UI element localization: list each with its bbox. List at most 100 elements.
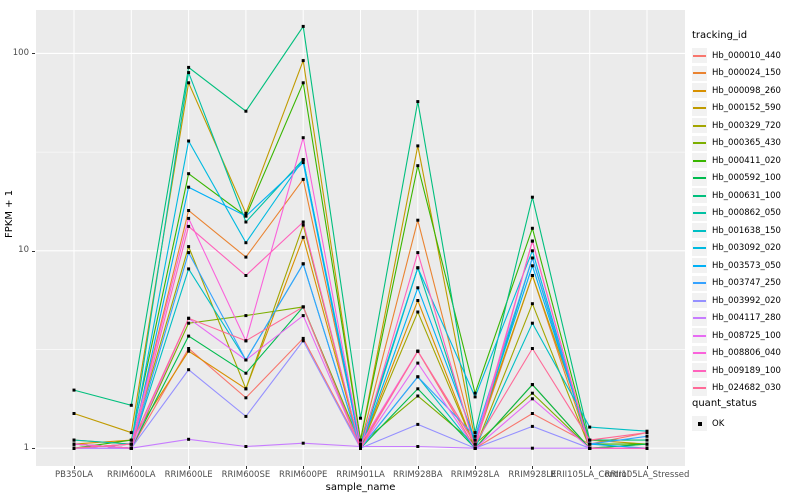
- data-point: [301, 59, 305, 63]
- data-point: [72, 388, 76, 392]
- data-point: [187, 368, 191, 372]
- data-point: [416, 445, 420, 448]
- data-point: [530, 239, 534, 243]
- data-point: [244, 274, 248, 277]
- y-tick-mark: [32, 448, 35, 450]
- legend-item: Hb_003573_050: [692, 257, 798, 275]
- data-point: [187, 251, 191, 255]
- legend-key-swatch: [692, 48, 707, 64]
- data-point: [473, 442, 477, 446]
- data-point: [187, 139, 191, 143]
- data-point: [244, 314, 248, 318]
- data-point: [416, 144, 420, 148]
- legend-item: Hb_008806_040: [692, 345, 798, 363]
- x-tick-mark: [647, 466, 648, 469]
- legend-key-swatch: [692, 135, 707, 151]
- line-swatch-icon: [693, 159, 706, 162]
- data-point: [244, 396, 248, 400]
- y-tick-mark: [32, 53, 35, 55]
- data-point: [244, 214, 248, 218]
- data-point: [187, 71, 191, 75]
- x-tick-label: RRIM928LE: [508, 470, 557, 480]
- legend-item-label: Hb_000592_100: [712, 173, 781, 184]
- legend-key-swatch: [692, 275, 707, 291]
- line-swatch-icon: [693, 194, 706, 197]
- legend-key-swatch: [692, 258, 707, 274]
- line-swatch-icon: [693, 387, 706, 390]
- x-tick-label: RRIM901LA: [336, 470, 385, 480]
- data-point: [187, 267, 191, 271]
- legend-item-ok: OK: [692, 415, 798, 433]
- data-point: [530, 391, 534, 395]
- data-point: [129, 442, 133, 446]
- line-swatch-icon: [693, 247, 706, 250]
- legend-item: Hb_004117_280: [692, 310, 798, 328]
- y-tick-label: 100: [12, 47, 29, 58]
- x-tick-mark: [417, 466, 419, 469]
- legend-item-label: Hb_001638_150: [712, 225, 781, 236]
- data-point: [244, 387, 248, 391]
- legend-item-label: Hb_000010_440: [712, 50, 781, 61]
- data-point: [187, 65, 191, 69]
- data-point: [473, 438, 477, 442]
- x-tick-mark: [74, 466, 75, 469]
- line-swatch-icon: [693, 264, 706, 267]
- data-point: [359, 446, 362, 450]
- legend-key-swatch: [692, 310, 707, 326]
- y-tick-mark: [32, 250, 35, 252]
- line-swatch-icon: [693, 177, 706, 180]
- x-tick-mark: [360, 466, 362, 469]
- data-point: [416, 299, 420, 302]
- legend-quant-status: quant_status OK: [692, 398, 798, 433]
- data-point: [416, 251, 420, 255]
- data-point: [530, 195, 534, 199]
- legend-key-swatch: [692, 100, 707, 116]
- legend-item-label: OK: [712, 418, 725, 429]
- data-point: [588, 446, 592, 450]
- legend-tracking-id: tracking_id Hb_000010_440 Hb_000024_150 Hb…: [692, 30, 798, 397]
- data-point: [473, 395, 477, 399]
- data-point: [416, 266, 420, 270]
- line-swatch-icon: [693, 54, 706, 57]
- data-point: [359, 445, 362, 448]
- legend-item: Hb_003092_020: [692, 240, 798, 258]
- legend-item-label: Hb_003092_020: [712, 243, 781, 254]
- legend-item-label: Hb_003992_020: [712, 295, 781, 306]
- data-point: [187, 316, 191, 320]
- data-point: [359, 442, 362, 446]
- x-tick-label: RRIM928LA: [450, 470, 500, 480]
- legend-item-label: Hb_000152_590: [712, 103, 781, 114]
- legend-item: Hb_000631_100: [692, 187, 798, 205]
- legend-item: Hb_000862_050: [692, 205, 798, 223]
- plot-panel: [36, 10, 685, 466]
- data-point: [244, 445, 248, 448]
- data-point: [187, 185, 191, 189]
- data-point: [301, 24, 305, 28]
- data-point: [530, 321, 534, 325]
- x-tick-mark: [532, 466, 534, 469]
- data-point: [244, 358, 248, 362]
- legend-item: Hb_003992_020: [692, 292, 798, 310]
- data-point: [129, 431, 133, 435]
- legend-key-swatch: [692, 153, 707, 169]
- data-point: [530, 264, 534, 268]
- legend-key-swatch: [692, 380, 707, 396]
- data-point: [301, 220, 305, 224]
- legend-key-swatch: [692, 65, 707, 81]
- data-point: [72, 412, 76, 415]
- legend-item-label: Hb_000411_020: [712, 155, 781, 166]
- data-point: [473, 391, 477, 395]
- legend-item: Hb_000329_720: [692, 117, 798, 135]
- data-point: [187, 209, 191, 212]
- legend-item-list: Hb_000010_440 Hb_000024_150 Hb_000098_260 H…: [692, 47, 798, 397]
- legend-key-swatch: [692, 328, 707, 344]
- line-swatch-icon: [693, 124, 706, 127]
- data-point: [244, 211, 248, 215]
- data-point: [244, 414, 248, 418]
- data-point: [416, 394, 420, 398]
- line-swatch-icon: [693, 229, 706, 232]
- x-tick-mark: [303, 466, 305, 469]
- data-point: [187, 321, 191, 325]
- legend-item-label: Hb_024682_030: [712, 383, 781, 394]
